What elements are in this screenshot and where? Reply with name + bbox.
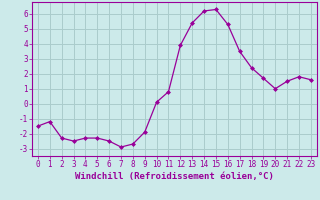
X-axis label: Windchill (Refroidissement éolien,°C): Windchill (Refroidissement éolien,°C) [75, 172, 274, 181]
